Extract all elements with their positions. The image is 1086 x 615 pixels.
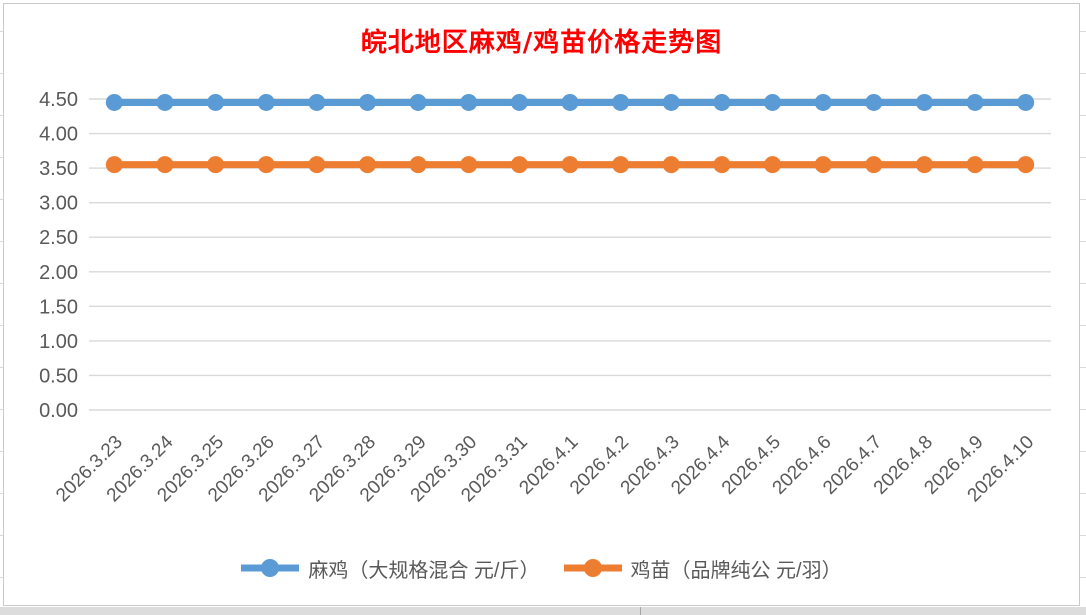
y-axis-tick-label: 0.00 <box>39 400 78 422</box>
data-point[interactable] <box>966 93 984 111</box>
sheet-bottom-strip <box>0 607 1086 615</box>
plot-area: 0.00 0.50 1.00 1.50 2.00 2.50 3.00 3.50 4.00 4.50… <box>39 89 1051 506</box>
data-point[interactable] <box>865 93 883 111</box>
data-point[interactable] <box>561 93 579 111</box>
data-point[interactable] <box>460 156 478 174</box>
data-point[interactable] <box>257 93 275 111</box>
data-point[interactable] <box>207 156 225 174</box>
data-point[interactable] <box>105 156 123 174</box>
data-point[interactable] <box>915 93 933 111</box>
y-axis-tick-label: 0.50 <box>39 365 78 387</box>
data-point[interactable] <box>105 93 123 111</box>
chart-title: 皖北地区麻鸡/鸡苗价格走势图 <box>360 28 723 58</box>
data-point[interactable] <box>814 93 832 111</box>
data-point[interactable] <box>966 156 984 174</box>
chart-object[interactable]: 0.00 0.50 1.00 1.50 2.00 2.50 3.00 3.50 4.00 4.50… <box>3 3 1080 606</box>
data-point[interactable] <box>764 156 782 174</box>
data-point[interactable] <box>662 93 680 111</box>
data-point[interactable] <box>257 156 275 174</box>
data-point[interactable] <box>460 93 478 111</box>
y-axis-tick-label: 2.50 <box>39 227 78 249</box>
legend-label: 麻鸡（大规格混合 元/斤） <box>308 559 540 582</box>
data-point[interactable] <box>561 156 579 174</box>
data-point[interactable] <box>915 156 933 174</box>
data-point[interactable] <box>764 93 782 111</box>
column-gridline-tick <box>640 607 641 615</box>
legend-marker-icon <box>241 559 300 577</box>
legend-item[interactable]: 麻鸡（大规格混合 元/斤） <box>241 554 540 583</box>
y-axis-tick-label: 3.00 <box>39 193 78 215</box>
data-point[interactable] <box>1017 156 1035 174</box>
data-point[interactable] <box>308 93 326 111</box>
data-point[interactable] <box>156 93 174 111</box>
legend-marker-icon <box>563 559 622 577</box>
data-point[interactable] <box>713 156 731 174</box>
data-point[interactable] <box>612 156 630 174</box>
data-point[interactable] <box>865 156 883 174</box>
data-point[interactable] <box>358 156 376 174</box>
data-point[interactable] <box>510 156 528 174</box>
data-point[interactable] <box>662 156 680 174</box>
y-axis-tick-label: 2.00 <box>39 262 78 284</box>
data-point[interactable] <box>1017 93 1035 111</box>
data-point[interactable] <box>510 93 528 111</box>
data-point[interactable] <box>713 93 731 111</box>
data-point[interactable] <box>308 156 326 174</box>
legend-item[interactable]: 鸡苗（品牌纯公 元/羽） <box>563 554 842 583</box>
data-point[interactable] <box>409 93 427 111</box>
y-axis-tick-label: 1.50 <box>39 296 78 318</box>
data-point[interactable] <box>207 93 225 111</box>
y-axis-tick-label: 3.50 <box>39 158 78 180</box>
data-point[interactable] <box>156 156 174 174</box>
data-point[interactable] <box>409 156 427 174</box>
data-point[interactable] <box>612 93 630 111</box>
y-axis-tick-label: 4.50 <box>39 89 78 111</box>
data-point[interactable] <box>814 156 832 174</box>
data-point[interactable] <box>358 93 376 111</box>
chart-legend: 麻鸡（大规格混合 元/斤） 鸡苗（品牌纯公 元/羽） <box>4 550 1079 586</box>
legend-dot <box>261 559 280 577</box>
y-axis-tick-label: 4.00 <box>39 124 78 146</box>
legend-dot <box>583 559 602 577</box>
legend-label: 鸡苗（品牌纯公 元/羽） <box>630 559 842 582</box>
y-axis-tick-label: 1.00 <box>39 331 78 353</box>
